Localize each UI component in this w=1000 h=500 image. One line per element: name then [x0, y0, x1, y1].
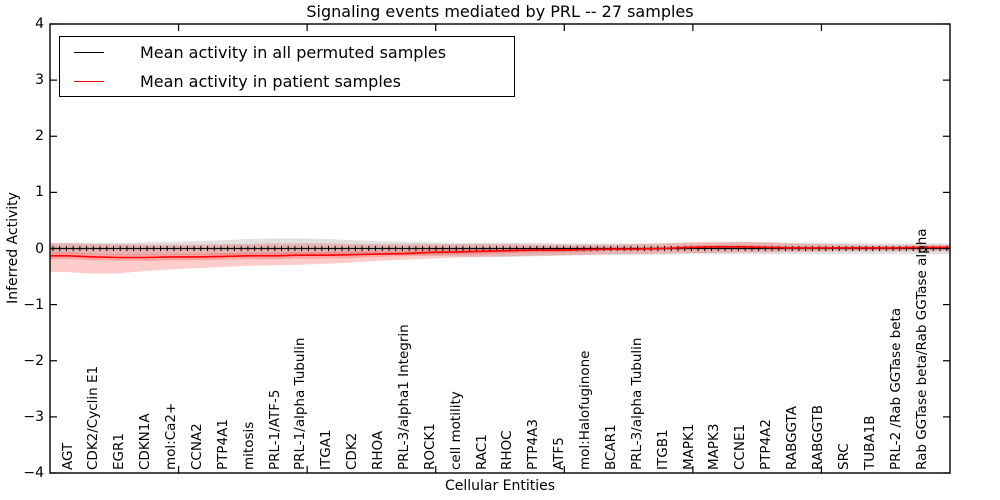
legend-line-swatch-patient — [74, 80, 104, 82]
x-category-label: CCNA2 — [188, 423, 205, 470]
x-category-label: PRL-1/alpha Tubulin — [292, 337, 309, 470]
legend-item-permuted: Mean activity in all permuted samples — [60, 38, 514, 66]
x-category-label: PRL-3/alpha Tubulin — [628, 337, 645, 470]
x-category-label: ITGB1 — [654, 429, 671, 470]
y-tick-label: 0 — [35, 240, 44, 257]
x-category-label: ITGA1 — [318, 429, 335, 470]
x-category-label: BCAR1 — [602, 424, 619, 470]
x-axis-label: Cellular Entities — [444, 478, 556, 494]
x-category-label: CDKN1A — [137, 413, 154, 470]
x-category-label: mol:Ca2+ — [163, 402, 179, 470]
x-category-label: PTP4A2 — [758, 419, 775, 470]
legend-label-patient: Mean activity in patient samples — [140, 71, 401, 91]
y-tick-label: −3 — [23, 408, 44, 425]
y-tick-label: −2 — [23, 352, 44, 369]
x-category-label: RAC1 — [473, 434, 490, 470]
x-category-label: RHOA — [370, 430, 387, 470]
y-tick-label: 3 — [35, 72, 44, 89]
x-category-label: MAPK3 — [706, 423, 723, 470]
y-tick-label: 2 — [35, 128, 44, 145]
x-category-label: TUBA1B — [861, 415, 878, 470]
x-category-label: RABGGTA — [784, 406, 801, 470]
legend-item-patient: Mean activity in patient samples — [60, 67, 514, 95]
y-tick-label: −1 — [23, 296, 44, 313]
x-category-label: mitosis — [240, 421, 257, 470]
x-category-label: ROCK1 — [421, 423, 438, 470]
legend: Mean activity in all permuted samples Me… — [59, 36, 515, 97]
x-category-label: SRC — [835, 443, 852, 470]
x-category-label: mol:Halofuginone — [577, 350, 594, 470]
x-category-label: PTP4A3 — [525, 419, 542, 470]
x-category-label: cell motility — [447, 391, 464, 470]
legend-line-swatch-permuted — [74, 51, 104, 53]
y-tick-label: 1 — [35, 184, 44, 201]
x-category-label: ATF5 — [551, 437, 568, 470]
x-category-label: PRL-3/alpha1 Integrin — [395, 324, 412, 470]
y-tick-label: 4 — [35, 16, 44, 32]
chart-title: Signaling events mediated by PRL -- 27 s… — [306, 2, 694, 21]
x-category-label: CCNE1 — [732, 423, 749, 470]
x-category-label: PTP4A1 — [214, 419, 231, 470]
x-category-label: CDK2/Cyclin E1 — [85, 365, 102, 470]
x-category-label: MAPK1 — [680, 423, 697, 470]
x-category-label: RHOC — [499, 430, 516, 470]
x-category-label: Rab GGTase beta/Rab GGTase alpha — [913, 228, 930, 470]
x-category-label: RABGGTB — [809, 404, 826, 470]
x-category-label: EGR1 — [111, 433, 128, 470]
x-category-label: PRL-1/ATF-5 — [266, 389, 283, 470]
x-category-label: PRL-2 /Rab GGTase beta — [887, 307, 904, 470]
x-category-label: AGT — [59, 442, 76, 470]
x-category-label: CDK2 — [344, 432, 361, 470]
legend-label-permuted: Mean activity in all permuted samples — [140, 42, 447, 62]
y-tick-label: −4 — [23, 465, 44, 481]
